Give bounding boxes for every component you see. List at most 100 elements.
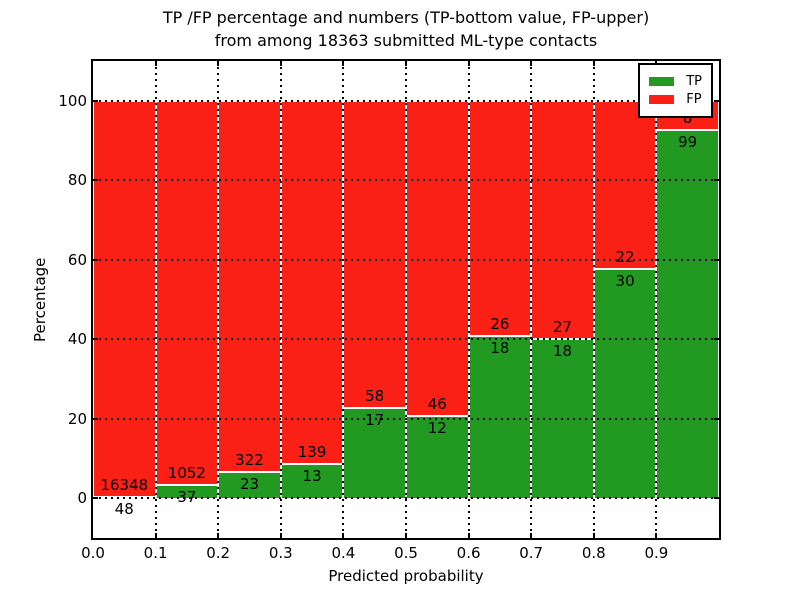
bar-segment-tp xyxy=(343,408,406,499)
x-tick-label: 0.5 xyxy=(394,544,418,562)
bars-layer xyxy=(93,61,719,538)
gridline-horizontal xyxy=(93,338,719,341)
bar-segment-tp xyxy=(280,464,344,499)
gridline-horizontal xyxy=(93,99,719,102)
bar-segment-fp xyxy=(93,100,156,498)
gridline-vertical xyxy=(405,61,407,538)
y-tick-label: 0 xyxy=(77,489,87,508)
x-tick-mark-bottom xyxy=(279,533,282,538)
gridline-horizontal xyxy=(93,258,719,261)
x-tick-label: 0.1 xyxy=(143,544,168,562)
bar-segment-tp xyxy=(155,484,219,499)
bar-fp-count-label: 58 xyxy=(365,387,385,406)
y-tick-mark-right xyxy=(714,417,719,420)
bar-tp-count-label: 99 xyxy=(678,133,698,152)
bar-fp-count-label: 139 xyxy=(297,443,327,462)
bar-segment-fp xyxy=(406,100,469,416)
legend-swatch-tp xyxy=(649,77,675,86)
x-tick-label: 0.0 xyxy=(81,544,105,562)
chart-title-line2: from among 18363 submitted ML-type conta… xyxy=(214,31,598,50)
x-tick-mark-bottom xyxy=(405,533,407,538)
chart-title-line1: TP /FP percentage and numbers (TP-bottom… xyxy=(162,8,650,27)
x-tick-label: 0.2 xyxy=(206,544,231,562)
gridline-vertical xyxy=(592,61,595,538)
x-tick-label: 0.4 xyxy=(331,544,356,562)
x-tick-mark-top xyxy=(342,61,345,66)
bar-fp-count-label: 322 xyxy=(235,450,264,469)
x-tick-label: 0.9 xyxy=(644,544,669,562)
x-tick-mark-top xyxy=(467,61,470,66)
bar-tp-count-label: 37 xyxy=(177,487,197,506)
bar-tp-count-label: 13 xyxy=(302,467,322,486)
x-tick-mark-top xyxy=(592,61,595,66)
y-tick-mark-right xyxy=(714,179,719,182)
x-tick-label: 0.7 xyxy=(519,544,544,562)
y-tick-mark-right xyxy=(714,338,719,341)
bar-segment-tp xyxy=(656,130,719,499)
x-tick-label: 0.8 xyxy=(581,544,606,562)
bar-segment-fp xyxy=(531,100,594,340)
legend: TP FP xyxy=(638,63,713,118)
gridline-vertical xyxy=(655,61,658,538)
bar-segment-fp xyxy=(155,100,219,485)
x-tick-mark-top xyxy=(154,61,157,66)
y-tick-label: 20 xyxy=(67,409,87,428)
gridline-vertical xyxy=(530,61,533,538)
gridline-horizontal xyxy=(93,497,719,500)
bar-segment-tp xyxy=(593,268,657,499)
gridline-vertical xyxy=(217,61,220,538)
bar-segment-fp xyxy=(218,100,281,472)
x-tick-mark-top xyxy=(279,61,282,66)
y-axis-label: Percentage xyxy=(31,257,49,342)
y-tick-mark-right xyxy=(714,99,719,102)
gridline-vertical xyxy=(279,61,282,538)
legend-swatch-fp xyxy=(649,95,675,104)
y-tick-label: 40 xyxy=(67,330,87,349)
bar-tp-count-label: 17 xyxy=(365,411,385,430)
gridline-vertical xyxy=(154,61,157,538)
gridline-horizontal xyxy=(93,417,719,420)
bar-segment-fp xyxy=(593,100,657,269)
bar-segment-tp xyxy=(93,497,156,499)
bar-tp-count-label: 18 xyxy=(490,338,510,357)
bar-tp-count-label: 23 xyxy=(239,474,260,493)
x-tick-label: 0.3 xyxy=(268,544,293,562)
bar-segment-fp xyxy=(468,100,532,336)
bar-segment-fp xyxy=(343,100,406,409)
bar-segment-tp xyxy=(531,339,594,499)
bar-tp-count-label: 18 xyxy=(552,342,573,361)
y-tick-mark-right xyxy=(714,258,719,261)
legend-label: TP xyxy=(686,74,702,89)
x-tick-mark-top xyxy=(530,61,533,66)
x-tick-mark-bottom xyxy=(530,533,533,538)
bar-tp-count-label: 48 xyxy=(114,500,134,519)
y-tick-mark-right xyxy=(714,497,719,500)
tick-marks-layer xyxy=(93,61,719,538)
x-tick-mark-bottom xyxy=(217,533,220,538)
y-tick-mark-left xyxy=(93,338,98,341)
x-tick-mark-bottom xyxy=(154,533,157,538)
x-tick-mark-bottom xyxy=(342,533,345,538)
legend-label: FP xyxy=(686,92,702,107)
x-tick-mark-bottom xyxy=(592,533,595,538)
gridline-vertical xyxy=(467,61,470,538)
y-tick-label: 80 xyxy=(67,171,87,190)
y-tick-mark-left xyxy=(93,258,98,261)
x-tick-mark-top xyxy=(405,61,407,66)
bar-fp-count-label: 27 xyxy=(552,318,573,337)
y-tick-label: 100 xyxy=(58,91,87,110)
grid-layer xyxy=(93,61,719,538)
legend-item: TP xyxy=(649,74,702,89)
bar-fp-count-label: 22 xyxy=(615,247,635,266)
legend-item: FP xyxy=(649,92,702,107)
bar-fp-count-label: 16348 xyxy=(100,476,149,495)
chart-title: TP /FP percentage and numbers (TP-bottom… xyxy=(93,6,719,52)
y-tick-mark-left xyxy=(93,497,98,500)
bar-fp-count-label: 1052 xyxy=(167,463,206,482)
bar-segment-fp xyxy=(280,100,344,465)
x-tick-mark-bottom xyxy=(655,533,658,538)
x-axis-label: Predicted probability xyxy=(328,567,484,585)
bar-labels-layer: 16348 48 1052 37 322 23 139 13 58 17 46 12 26 18 27 18 2… xyxy=(93,61,719,538)
gridline-vertical xyxy=(342,61,345,538)
